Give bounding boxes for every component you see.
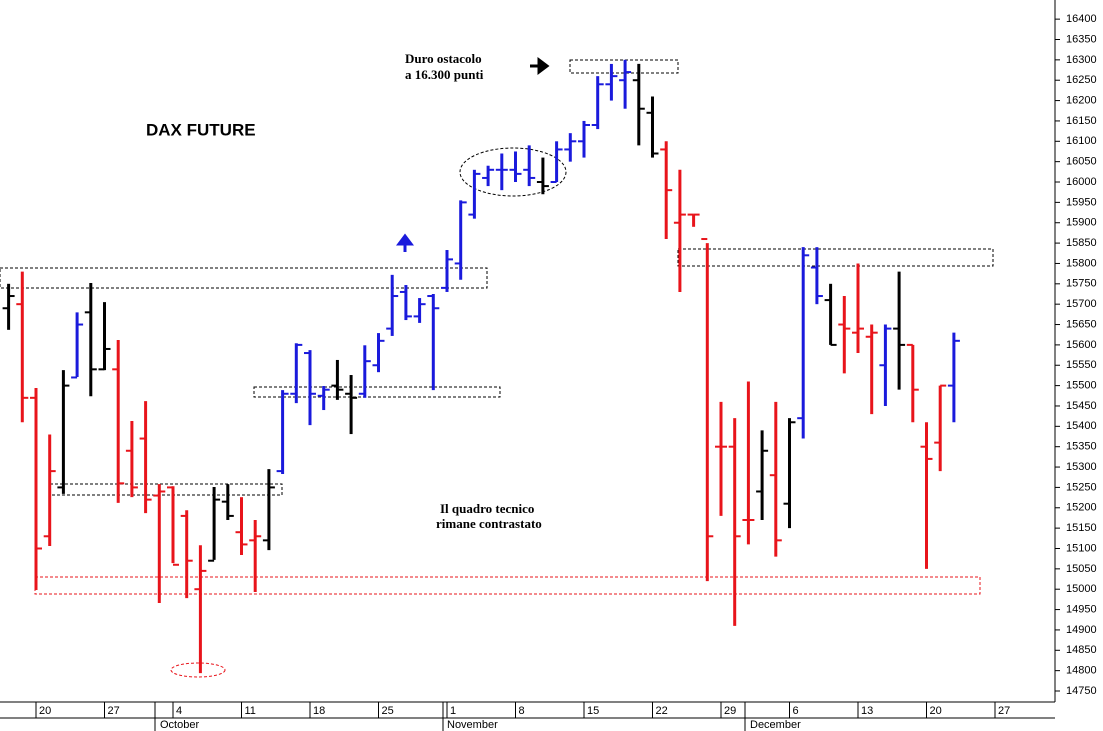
annotation: a 16.300 punti	[405, 67, 484, 82]
consolidation-ellipse	[459, 147, 567, 197]
x-tick-label: 20	[39, 705, 51, 717]
x-tick-label: 4	[176, 705, 182, 717]
y-tick-label: 15300	[1066, 461, 1097, 473]
x-tick-label: 27	[998, 705, 1010, 717]
y-tick-label: 16300	[1066, 54, 1097, 66]
x-tick-label: 27	[108, 705, 120, 717]
y-tick-label: 14750	[1066, 685, 1097, 697]
y-tick-label: 15550	[1066, 359, 1097, 371]
annotation: rimane contrastato	[436, 516, 542, 531]
y-tick-label: 16250	[1066, 74, 1097, 86]
chart-title: DAX FUTURE	[146, 120, 256, 139]
y-tick-label: 15700	[1066, 298, 1097, 310]
low-ellipse	[170, 662, 226, 678]
y-tick-label: 14800	[1066, 665, 1097, 677]
y-tick-label: 16200	[1066, 94, 1097, 106]
month-label: October	[160, 719, 199, 731]
y-tick-label: 15450	[1066, 400, 1097, 412]
annotation: Duro ostacolo	[405, 51, 482, 66]
y-tick-label: 15050	[1066, 563, 1097, 575]
x-tick-label: 15	[587, 705, 599, 717]
x-tick-label: 8	[519, 705, 525, 717]
up-arrow	[396, 233, 414, 252]
y-tick-label: 15900	[1066, 217, 1097, 229]
y-tick-label: 15650	[1066, 318, 1097, 330]
x-tick-label: 1	[450, 705, 456, 717]
annotation: Il quadro tecnico	[440, 501, 534, 516]
y-tick-label: 15200	[1066, 502, 1097, 514]
x-tick-label: 11	[245, 705, 256, 717]
y-tick-label: 15000	[1066, 583, 1097, 595]
x-tick-label: 6	[793, 705, 799, 717]
y-tick-label: 15100	[1066, 542, 1097, 554]
x-tick-label: 25	[382, 705, 394, 717]
y-tick-label: 15250	[1066, 481, 1097, 493]
month-label: December	[750, 719, 801, 731]
support-box	[34, 576, 981, 595]
x-tick-label: 29	[724, 705, 736, 717]
resistance-box	[0, 267, 488, 289]
y-tick-label: 16150	[1066, 115, 1097, 127]
y-tick-label: 15400	[1066, 420, 1097, 432]
y-tick-label: 15850	[1066, 237, 1097, 249]
support-box	[49, 483, 283, 496]
y-tick-label: 15950	[1066, 196, 1097, 208]
x-tick-label: 13	[861, 705, 873, 717]
month-label: November	[447, 719, 498, 731]
y-tick-label: 16100	[1066, 135, 1097, 147]
y-tick-label: 14950	[1066, 603, 1097, 615]
y-tick-label: 14900	[1066, 624, 1097, 636]
support-box	[253, 386, 501, 398]
y-tick-label: 15800	[1066, 257, 1097, 269]
x-tick-label: 18	[313, 705, 325, 717]
y-tick-label: 15750	[1066, 278, 1097, 290]
y-tick-label: 15500	[1066, 380, 1097, 392]
y-tick-label: 16350	[1066, 33, 1097, 45]
resistance-box	[677, 248, 994, 267]
y-tick-label: 15350	[1066, 441, 1097, 453]
right-arrow	[530, 57, 550, 75]
x-tick-label: 22	[656, 705, 668, 717]
y-tick-label: 16000	[1066, 176, 1097, 188]
y-tick-label: 16050	[1066, 156, 1097, 168]
y-tick-label: 15600	[1066, 339, 1097, 351]
y-tick-label: 16400	[1066, 13, 1097, 25]
y-tick-label: 15150	[1066, 522, 1097, 534]
x-tick-label: 20	[930, 705, 942, 717]
y-tick-label: 14850	[1066, 644, 1097, 656]
